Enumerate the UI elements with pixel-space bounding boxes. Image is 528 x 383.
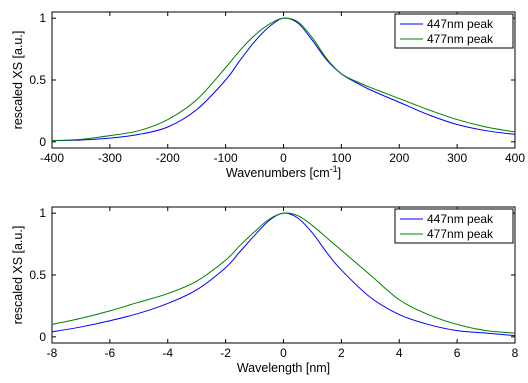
x-tick-label: 300 [447,151,467,165]
x-tick-label: -6 [105,346,116,360]
x-tick-label: -400 [40,151,64,165]
x-tick-label: -200 [156,151,180,165]
y-tick-label: 1 [39,11,46,25]
x-tick-label: 4 [396,346,403,360]
x-tick-label: 0 [280,151,287,165]
x-tick-label: 100 [331,151,351,165]
x-axis-label: Wavelength [nm] [237,361,330,375]
x-axis-label: Wavenumbers [cm-1] [226,164,341,180]
x-tick-label: -4 [162,346,173,360]
x-tick-label: -8 [47,346,58,360]
legend-label: 447nm peak [427,212,494,226]
series-line [51,17,516,142]
x-tick-label: 400 [505,151,525,165]
x-tick-label: -2 [220,346,231,360]
legend-label: 477nm peak [427,227,494,241]
x-tick-label: -100 [214,151,238,165]
y-axis-label: rescaled XS [a.u.] [11,226,25,325]
y-tick-label: 1 [39,206,46,220]
legend-box [394,13,514,49]
y-tick-label: 0 [39,330,46,344]
x-axis-label-suffix: ] [338,166,341,180]
series-line [51,212,516,334]
y-tick-label: 0.5 [29,73,46,87]
x-tick-label: 2 [338,346,345,360]
x-tick-label: 6 [454,346,461,360]
legend-box [394,208,514,244]
legend-label: 447nm peak [427,17,494,31]
top-plot: -400 -300 -200 -100 0 100 200 300 400 0 0.5 1 Wavenu… [11,11,525,180]
x-tick-label: 0 [280,346,287,360]
y-tick-label: 0.5 [29,268,46,282]
x-tick-label: 200 [389,151,409,165]
y-tick-label: 0 [39,135,46,149]
y-axis-label: rescaled XS [a.u.] [11,31,25,130]
legend-label: 477nm peak [427,32,494,46]
x-axis-label-superscript: -1 [330,164,338,174]
x-tick-label: 8 [512,346,519,360]
bottom-plot: -8 -6 -4 -2 0 2 4 6 8 0 0.5 1 Wavelength [nm] rescale… [11,206,519,375]
x-tick-label: -300 [98,151,122,165]
